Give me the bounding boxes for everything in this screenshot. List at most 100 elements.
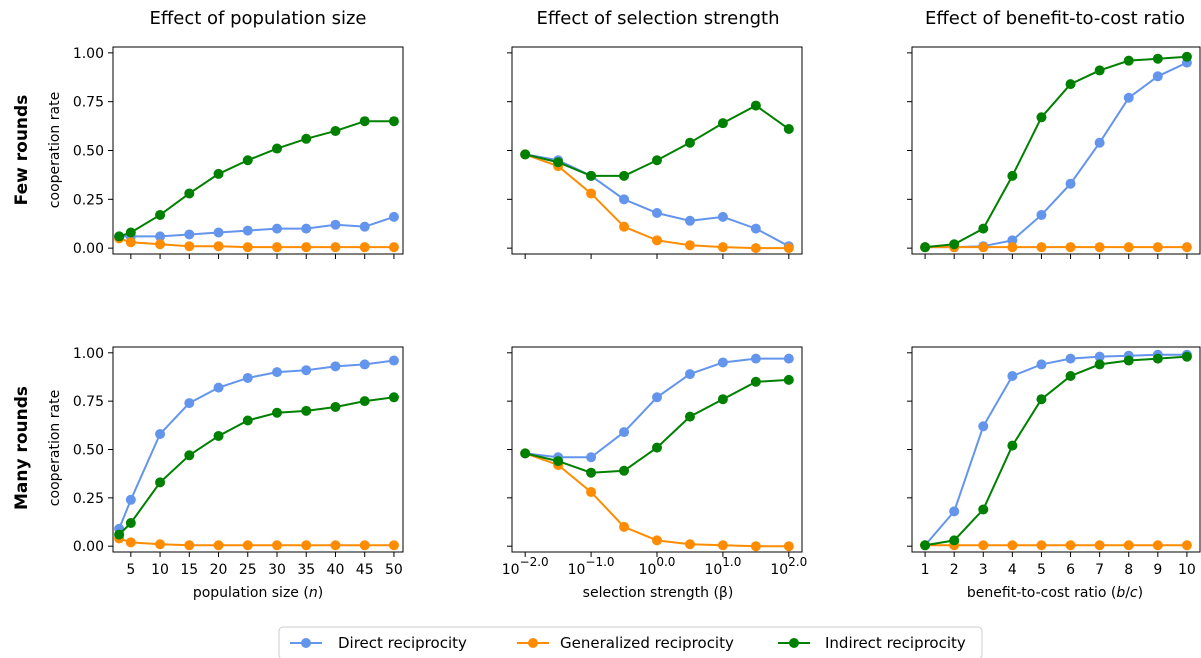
point-generalized xyxy=(1152,540,1163,551)
xlabel-benefit: benefit-to-cost ratio (b/c) xyxy=(967,585,1143,601)
point-indirect xyxy=(272,143,283,154)
legend-label-direct: Direct reciprocity xyxy=(338,634,467,652)
point-generalized xyxy=(586,188,597,199)
y-tick-label: 0.50 xyxy=(73,443,104,459)
point-indirect xyxy=(978,504,989,515)
point-direct xyxy=(184,398,195,409)
point-indirect xyxy=(125,517,136,528)
point-indirect xyxy=(359,396,370,407)
y-tick-label: 1.00 xyxy=(73,346,104,362)
point-indirect xyxy=(114,529,125,540)
point-indirect xyxy=(242,155,253,166)
point-generalized xyxy=(586,487,597,498)
y-tick-label: 1.00 xyxy=(73,46,104,62)
point-generalized xyxy=(619,221,630,232)
point-generalized xyxy=(684,240,695,251)
point-direct xyxy=(1065,178,1076,189)
point-direct xyxy=(684,369,695,380)
point-generalized xyxy=(184,540,195,551)
point-direct xyxy=(184,229,195,240)
legend-label-generalized: Generalized reciprocity xyxy=(560,634,734,652)
point-indirect xyxy=(1065,79,1076,90)
column-title-benefit: Effect of benefit-to-cost ratio xyxy=(925,8,1185,29)
x-tick-label: 4 xyxy=(1008,562,1017,578)
y-tick-label: 0.25 xyxy=(73,192,104,208)
point-direct xyxy=(272,223,283,234)
ylabel-few-rounds: cooperation rate xyxy=(47,92,63,208)
point-generalized xyxy=(301,540,312,551)
legend-frame xyxy=(278,626,983,658)
point-direct xyxy=(619,194,630,205)
point-direct xyxy=(750,223,761,234)
legend-marker-direct xyxy=(301,638,311,648)
point-direct xyxy=(242,225,253,236)
point-indirect xyxy=(1036,112,1047,123)
panel-many-rounds-benefit: 1 2 3 4 5 6 7 8 9 10 xyxy=(907,346,1201,578)
point-generalized xyxy=(1152,242,1163,253)
point-direct xyxy=(155,231,166,242)
series-line-generalized xyxy=(524,153,789,250)
point-indirect xyxy=(1007,170,1018,181)
point-indirect xyxy=(949,535,960,546)
point-direct xyxy=(586,452,597,463)
point-direct xyxy=(213,227,224,238)
legend-marker-generalized xyxy=(528,638,538,648)
point-generalized xyxy=(1123,242,1134,253)
point-indirect xyxy=(301,133,312,144)
point-indirect xyxy=(1152,353,1163,364)
point-indirect xyxy=(619,465,630,476)
x-tick-label: 5 xyxy=(126,562,135,578)
point-indirect xyxy=(213,430,224,441)
point-direct xyxy=(330,361,341,372)
point-indirect xyxy=(125,227,136,238)
series-line-direct xyxy=(525,153,790,248)
point-indirect xyxy=(750,100,761,111)
point-generalized xyxy=(1094,540,1105,551)
point-indirect xyxy=(1065,371,1076,382)
point-indirect xyxy=(1094,65,1105,76)
xlabel-population: population size (n) xyxy=(193,585,323,601)
point-indirect xyxy=(184,450,195,461)
point-generalized xyxy=(330,242,341,253)
panel-few-rounds-population: 0.00 0.25 0.50 0.75 1.00 xyxy=(73,46,404,259)
series-line-direct xyxy=(924,353,1187,546)
x-tick-label: 9 xyxy=(1153,562,1162,578)
point-generalized xyxy=(272,540,283,551)
point-indirect xyxy=(586,170,597,181)
point-direct xyxy=(359,359,370,370)
point-generalized xyxy=(978,242,989,253)
column-title-population: Effect of population size xyxy=(149,8,366,29)
x-tick-label: 10−2.0 xyxy=(502,555,549,578)
panels: 0.00 0.25 0.50 0.75 1.00 0.00 0.25 0.50 0.75 1.00… xyxy=(73,46,1201,578)
point-direct xyxy=(213,382,224,393)
point-generalized xyxy=(717,540,728,551)
plot-frame xyxy=(511,46,803,255)
panel-few-rounds-benefit xyxy=(907,46,1201,259)
x-tick-label: 10 xyxy=(1178,562,1196,578)
panel-few-rounds-selection xyxy=(507,46,803,259)
point-indirect xyxy=(717,118,728,129)
y-tick-label: 0.00 xyxy=(73,241,104,257)
x-tick-label: 2 xyxy=(950,562,959,578)
point-indirect xyxy=(213,168,224,179)
point-generalized xyxy=(359,242,370,253)
point-generalized xyxy=(717,242,728,253)
x-tick-label: 101.0 xyxy=(704,555,741,578)
point-indirect xyxy=(388,116,399,127)
point-generalized xyxy=(652,535,662,546)
point-direct xyxy=(750,353,761,364)
point-indirect xyxy=(783,374,794,385)
point-generalized xyxy=(1065,242,1076,253)
legend: Direct reciprocity Generalized reciproci… xyxy=(278,626,983,658)
point-indirect xyxy=(359,116,370,127)
point-generalized xyxy=(1065,540,1076,551)
x-tick-label: 50 xyxy=(385,562,403,578)
point-indirect xyxy=(652,155,662,166)
point-direct xyxy=(717,211,728,222)
x-tick-label: 30 xyxy=(268,562,286,578)
point-generalized xyxy=(684,539,695,550)
point-indirect xyxy=(586,467,597,478)
point-direct xyxy=(652,207,662,218)
point-generalized xyxy=(1094,242,1105,253)
